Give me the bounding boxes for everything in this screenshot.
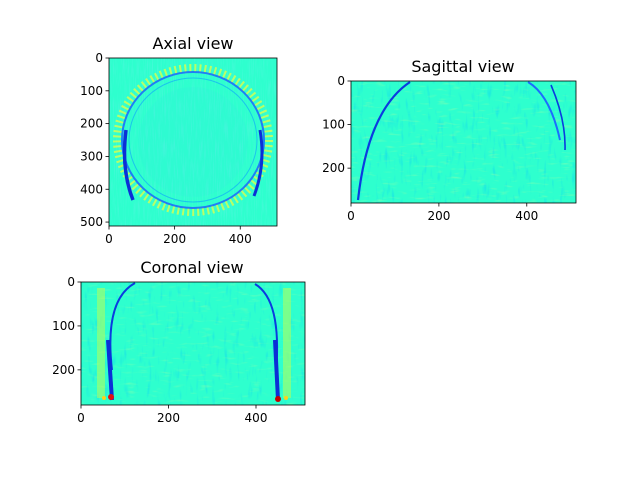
axial-panel: Axial view 0 200 400 0 100 200 300 400 500 <box>80 34 278 246</box>
sagittal-panel: Sagittal view 0 200 400 0 100 200 <box>322 57 577 223</box>
sagittal-y-tick-label: 0 <box>337 74 345 88</box>
coronal-title: Coronal view <box>140 258 243 277</box>
coronal-y-tick-label: 200 <box>52 363 75 377</box>
sagittal-x-tick-label: 0 <box>347 209 355 223</box>
coronal-y-tick-label: 100 <box>52 319 75 333</box>
coronal-x-ticks: 0 200 400 <box>77 405 267 425</box>
coronal-x-tick-label: 200 <box>157 411 180 425</box>
coronal-image <box>81 282 305 405</box>
sagittal-frame <box>350 80 577 204</box>
axial-image <box>109 58 277 226</box>
coronal-panel: Coronal view 0 200 400 0 100 200 <box>52 258 306 425</box>
coronal-y-ticks: 0 100 200 <box>52 275 81 377</box>
axial-x-tick-label: 400 <box>229 232 252 246</box>
sagittal-x-ticks: 0 200 400 <box>347 203 538 223</box>
axial-y-tick-label: 0 <box>95 51 103 65</box>
axial-frame <box>108 57 278 227</box>
axial-y-ticks: 0 100 200 300 400 500 <box>80 51 109 229</box>
sagittal-image <box>351 81 576 203</box>
axial-y-tick-label: 400 <box>80 182 103 196</box>
axial-y-tick-label: 300 <box>80 149 103 163</box>
axial-x-ticks: 0 200 400 <box>105 226 252 246</box>
coronal-y-tick-label: 0 <box>67 275 75 289</box>
axial-x-tick-label: 0 <box>105 232 113 246</box>
axial-x-tick-label: 200 <box>163 232 186 246</box>
sagittal-title: Sagittal view <box>411 57 514 76</box>
coronal-x-tick-label: 400 <box>245 411 268 425</box>
axial-y-tick-label: 200 <box>80 117 103 131</box>
axial-title: Axial view <box>152 34 233 53</box>
sagittal-y-ticks: 0 100 200 <box>322 74 351 175</box>
axial-y-tick-label: 500 <box>80 215 103 229</box>
coronal-x-tick-label: 0 <box>77 411 85 425</box>
sagittal-y-tick-label: 100 <box>322 118 345 132</box>
sagittal-y-tick-label: 200 <box>322 161 345 175</box>
sagittal-x-tick-label: 200 <box>427 209 450 223</box>
sagittal-x-tick-label: 400 <box>515 209 538 223</box>
coronal-frame <box>80 281 306 406</box>
axial-y-tick-label: 100 <box>80 84 103 98</box>
